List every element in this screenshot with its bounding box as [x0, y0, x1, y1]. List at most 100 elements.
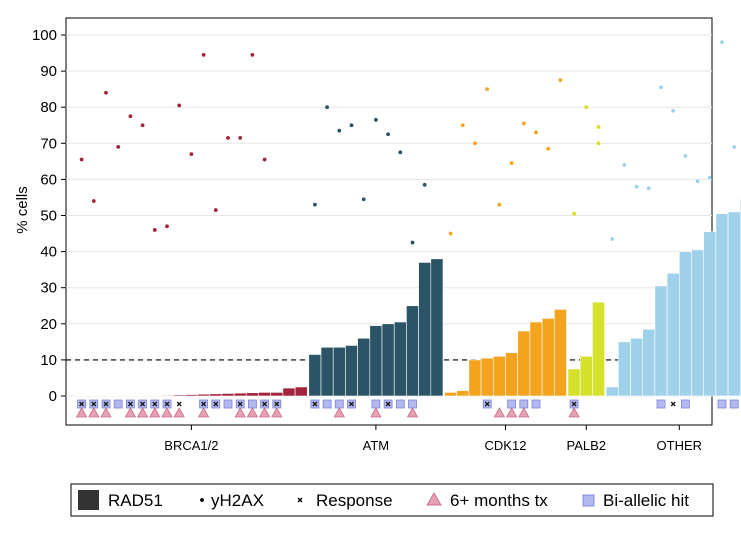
yh2ax-dot — [423, 183, 427, 187]
yh2ax-dot — [80, 158, 84, 162]
rad51-bar — [568, 369, 580, 396]
biallelic-square — [532, 400, 540, 408]
rad51-bar — [406, 306, 418, 396]
legend-label: 6+ months tx — [450, 491, 548, 510]
y-tick-label: 80 — [40, 99, 57, 116]
rad51-bar — [222, 393, 234, 396]
yh2ax-dot — [671, 109, 675, 113]
yh2ax-dot — [720, 40, 724, 44]
y-tick-label: 20 — [40, 316, 57, 333]
biallelic-square — [372, 400, 380, 408]
yh2ax-dot — [572, 212, 576, 216]
yh2ax-dot — [559, 78, 563, 82]
yh2ax-dot — [610, 237, 614, 241]
biallelic-square — [718, 400, 726, 408]
yh2ax-dot — [374, 118, 378, 122]
rad51-bar — [358, 338, 370, 396]
legend-label: Bi-allelic hit — [603, 491, 689, 510]
rad51-bar — [234, 393, 246, 396]
yh2ax-dot — [141, 123, 145, 127]
rad51-bar — [185, 395, 197, 396]
rad51-bar — [333, 347, 345, 396]
yh2ax-dot — [696, 179, 700, 183]
yh2ax-dot — [350, 123, 354, 127]
y-tick-label: 90 — [40, 63, 57, 80]
rad51-bar — [419, 262, 431, 396]
rad51-bar — [554, 309, 566, 396]
yh2ax-dot — [473, 141, 477, 145]
legend-rad51-swatch — [78, 490, 99, 510]
yh2ax-dot — [92, 199, 96, 203]
legend-dot-marker — [200, 498, 204, 502]
y-tick-label: 10 — [40, 352, 57, 369]
yh2ax-dot — [647, 187, 651, 191]
rad51-bar — [728, 212, 740, 396]
yh2ax-dot — [732, 145, 736, 149]
yh2ax-dot — [534, 131, 538, 135]
rad51-bar — [283, 388, 295, 396]
y-tick-label: 50 — [40, 208, 57, 225]
x-group-label: BRCA1/2 — [164, 438, 218, 453]
yh2ax-dot — [398, 150, 402, 154]
rad51-bar — [481, 358, 493, 396]
yh2ax-dot — [659, 85, 663, 89]
biallelic-square — [409, 400, 417, 408]
rad51-bar — [431, 259, 443, 396]
yh2ax-dot — [411, 241, 415, 245]
y-tick-label: 0 — [49, 388, 57, 405]
yh2ax-dot — [362, 197, 366, 201]
rad51-bar — [394, 322, 406, 396]
yh2ax-dot — [461, 123, 465, 127]
rad51-bar — [469, 360, 481, 396]
yh2ax-dot — [623, 163, 627, 167]
yh2ax-dot — [684, 154, 688, 158]
rad51-bar — [457, 391, 469, 396]
y-tick-label: 70 — [40, 135, 57, 152]
rad51-bar — [679, 252, 691, 396]
rad51-bar — [542, 318, 554, 396]
yh2ax-dot — [597, 125, 601, 129]
yh2ax-dot — [177, 103, 181, 107]
rad51-bar — [655, 286, 667, 396]
yh2ax-dot — [635, 185, 639, 189]
rad51-bar — [704, 232, 716, 396]
yh2ax-dot — [386, 132, 390, 136]
y-tick-label: 60 — [40, 171, 57, 188]
yh2ax-dot — [202, 53, 206, 57]
yh2ax-dot — [153, 228, 157, 232]
yh2ax-dot — [546, 147, 550, 151]
rad51-bar — [210, 394, 222, 396]
y-tick-label: 100 — [32, 27, 57, 44]
legend-label: Response — [316, 491, 393, 510]
yh2ax-dot — [116, 145, 120, 149]
rad51-bar — [382, 324, 394, 396]
yh2ax-dot — [584, 105, 588, 109]
y-axis-label: % cells — [14, 186, 31, 234]
yh2ax-dot — [263, 158, 267, 162]
rad51-bar — [370, 326, 382, 396]
biallelic-square — [730, 400, 738, 408]
yh2ax-dot — [251, 53, 255, 57]
rad51-bar — [198, 394, 210, 396]
yh2ax-dot — [165, 224, 169, 228]
yh2ax-dot — [498, 203, 502, 207]
legend-item: RAD51 — [78, 490, 163, 510]
rad51-bar — [643, 329, 655, 396]
yh2ax-dot — [190, 152, 194, 156]
legend: RAD51 yH2AX Response 6+ months tx Bi-allelic… — [71, 484, 713, 516]
rad51-bar — [667, 273, 679, 396]
rad51-bar — [161, 395, 173, 396]
biallelic-square — [114, 400, 122, 408]
biallelic-square — [396, 400, 404, 408]
rad51-bar — [518, 331, 530, 396]
rad51-bar — [246, 393, 258, 396]
legend-label: yH2AX — [211, 491, 264, 510]
yh2ax-dot — [597, 141, 601, 145]
biallelic-square — [657, 400, 665, 408]
yh2ax-dot — [449, 232, 453, 236]
rad51-bar — [321, 347, 333, 396]
yh2ax-dot — [510, 161, 514, 165]
rad51-bar — [259, 392, 271, 396]
biallelic-square — [681, 400, 689, 408]
yh2ax-dot — [522, 122, 526, 126]
